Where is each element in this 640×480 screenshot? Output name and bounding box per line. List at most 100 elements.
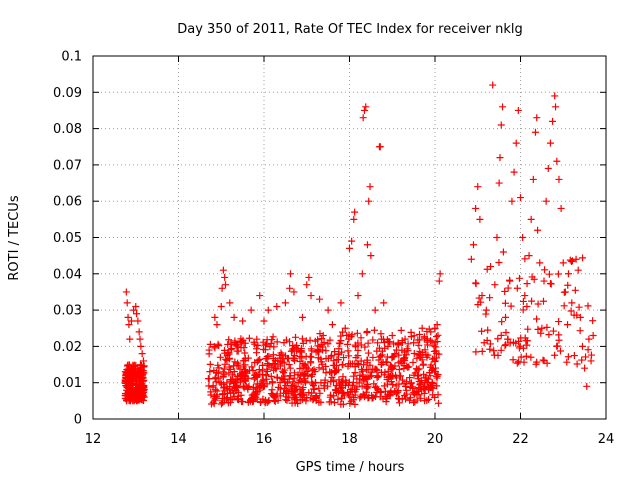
data-point (472, 204, 480, 212)
data-point (528, 297, 536, 305)
data-point (491, 281, 499, 289)
data-point (259, 376, 267, 384)
data-point (230, 313, 238, 321)
data-point (361, 343, 369, 351)
data-point (529, 175, 537, 183)
data-point (409, 358, 417, 366)
data-point (254, 341, 262, 349)
data-point (582, 353, 590, 361)
data-point (367, 252, 375, 260)
data-point (348, 237, 356, 245)
data-point (347, 333, 355, 341)
data-point (395, 351, 403, 359)
data-point (393, 346, 401, 354)
data-point (400, 380, 408, 388)
data-point (583, 382, 591, 390)
data-point (237, 335, 245, 343)
data-point (585, 335, 593, 343)
data-point (298, 313, 306, 321)
data-point (133, 397, 141, 405)
data-point (239, 397, 247, 405)
data-point (531, 128, 539, 136)
data-point (318, 335, 326, 343)
data-point (394, 388, 402, 396)
data-point (527, 215, 535, 223)
data-point (301, 361, 309, 369)
data-point (302, 397, 310, 405)
data-point (423, 336, 431, 344)
data-point (250, 338, 258, 346)
data-point (357, 357, 365, 365)
data-point (137, 361, 145, 369)
data-point (490, 347, 498, 355)
data-point (344, 362, 352, 370)
data-point (262, 340, 270, 348)
data-point (264, 397, 272, 405)
data-point (241, 376, 249, 384)
data-point (367, 368, 375, 376)
y-tick-label: 0.01 (53, 376, 82, 391)
data-point (283, 386, 291, 394)
data-point (337, 400, 345, 408)
data-point (133, 310, 141, 318)
data-point (334, 395, 342, 403)
data-point (355, 361, 363, 369)
data-point (341, 324, 349, 332)
data-point (229, 371, 237, 379)
data-point (291, 388, 299, 396)
data-point (343, 331, 351, 339)
data-point (362, 103, 370, 111)
data-point (315, 384, 323, 392)
data-point (286, 364, 294, 372)
data-point (418, 324, 426, 332)
data-point (316, 330, 324, 338)
data-point (217, 302, 225, 310)
data-point (288, 347, 296, 355)
data-point (331, 369, 339, 377)
data-point (534, 300, 542, 308)
data-point (226, 365, 234, 373)
data-point (557, 204, 565, 212)
data-point (417, 352, 425, 360)
data-point (317, 398, 325, 406)
data-point (244, 398, 252, 406)
data-point (559, 259, 567, 267)
data-point (497, 331, 505, 339)
data-point (213, 391, 221, 399)
data-point (522, 337, 530, 345)
data-point (273, 373, 281, 381)
data-point (528, 273, 536, 281)
data-point (371, 365, 379, 373)
data-point (363, 329, 371, 337)
data-point (245, 383, 253, 391)
data-point (410, 390, 418, 398)
data-point (327, 391, 335, 399)
data-point (522, 352, 530, 360)
data-point (137, 342, 145, 350)
data-point (333, 387, 341, 395)
data-point (281, 366, 289, 374)
data-point (432, 333, 440, 341)
data-point (272, 365, 280, 373)
data-point (253, 349, 261, 357)
data-point (328, 352, 336, 360)
data-point (542, 197, 550, 205)
data-point (417, 394, 425, 402)
data-point (124, 313, 132, 321)
data-point (555, 175, 563, 183)
data-point (320, 382, 328, 390)
data-point (350, 215, 358, 223)
data-point (533, 358, 541, 366)
data-point (410, 349, 418, 357)
data-point (271, 356, 279, 364)
data-point (132, 302, 140, 310)
data-point (337, 332, 345, 340)
data-point (267, 372, 275, 380)
data-point (249, 366, 257, 374)
data-point (564, 270, 572, 278)
data-point (428, 338, 436, 346)
data-point (409, 383, 417, 391)
data-point (353, 329, 361, 337)
data-point (363, 241, 371, 249)
data-point (224, 394, 232, 402)
